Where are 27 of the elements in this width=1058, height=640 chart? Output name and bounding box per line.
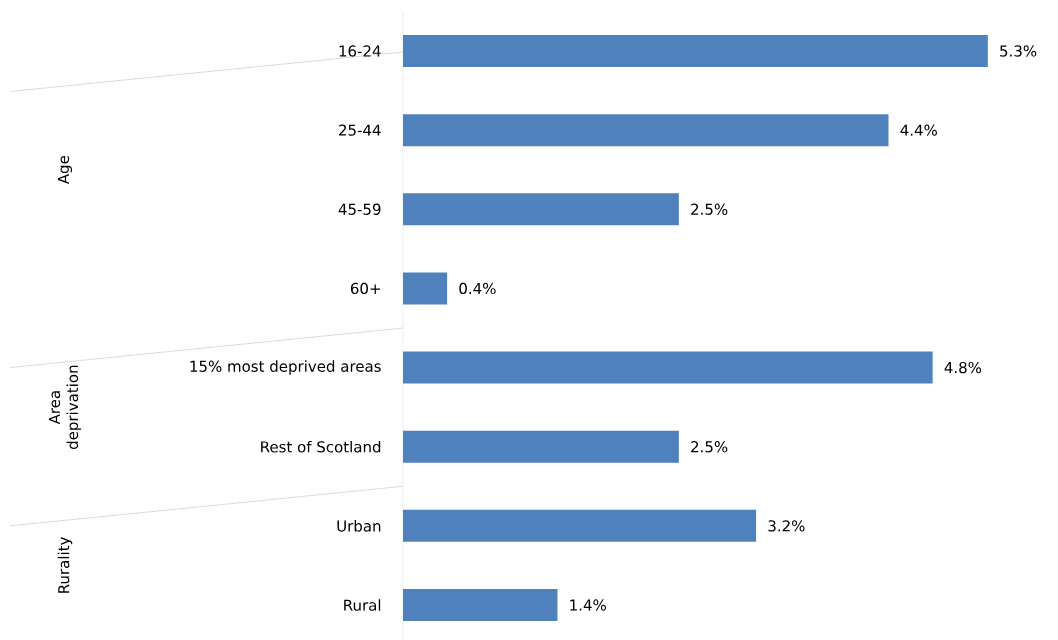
bar xyxy=(403,509,757,542)
y-tick-label: Rural xyxy=(344,599,381,611)
data-label: 1.4% xyxy=(570,599,606,611)
data-label: 2.5% xyxy=(691,203,728,215)
data-label: 4.8% xyxy=(944,361,982,374)
bar xyxy=(403,114,889,147)
data-label: 4.4% xyxy=(900,124,937,136)
data-label: 5.3% xyxy=(1000,45,1037,57)
data-label: 2.5% xyxy=(691,441,728,453)
text: Rurality xyxy=(57,537,73,593)
bar xyxy=(403,272,448,305)
text: Area deprivation xyxy=(48,365,82,450)
bar xyxy=(403,34,988,67)
data-label: 0.4% xyxy=(459,282,496,295)
data-label: 3.2% xyxy=(768,520,805,532)
y-tick-label: 45-59 xyxy=(338,203,381,215)
bar xyxy=(403,589,558,622)
bar xyxy=(403,193,679,226)
y-tick-label: 16-24 xyxy=(339,45,381,57)
text: Age xyxy=(57,156,73,185)
bar xyxy=(403,430,679,463)
y-tick-label: 15% most deprived areas xyxy=(190,360,381,375)
bar xyxy=(403,351,933,384)
y-tick-label: Urban xyxy=(337,520,381,532)
y-tick-label: 60+ xyxy=(350,282,380,295)
y-tick-label: Rest of Scotland xyxy=(261,440,381,453)
y-tick-label: 25-44 xyxy=(339,124,381,136)
